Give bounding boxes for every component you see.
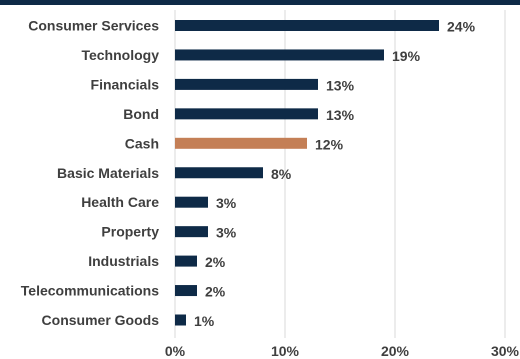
- category-label: Health Care: [81, 194, 159, 210]
- category-label: Financials: [91, 76, 160, 92]
- data-label: 13%: [326, 77, 355, 93]
- data-label: 2%: [205, 284, 226, 300]
- x-tick-label: 20%: [381, 343, 410, 359]
- data-label: 12%: [315, 136, 344, 152]
- bars: [175, 20, 439, 326]
- data-label: 1%: [194, 313, 215, 329]
- category-label: Bond: [123, 106, 159, 122]
- bar: [175, 285, 197, 297]
- data-label: 8%: [271, 166, 292, 182]
- bar: [175, 255, 197, 267]
- bar: [175, 167, 263, 179]
- bar: [175, 49, 384, 61]
- bar: [175, 78, 318, 90]
- data-label: 13%: [326, 107, 355, 123]
- data-label: 24%: [447, 19, 476, 35]
- bar: [175, 108, 318, 120]
- x-tick-label: 30%: [491, 343, 520, 359]
- category-label: Property: [101, 224, 159, 240]
- bar: [175, 20, 439, 31]
- x-axis-ticks: 0% 10% 20% 30%: [165, 343, 520, 359]
- data-label: 3%: [216, 195, 237, 211]
- category-label: Cash: [125, 135, 159, 151]
- top-border: [0, 0, 520, 5]
- category-labels: Consumer Services Technology Financials Bon…: [21, 18, 159, 329]
- data-label: 3%: [216, 225, 237, 241]
- data-label: 2%: [205, 254, 226, 270]
- category-label: Telecommunications: [21, 283, 159, 299]
- category-label: Consumer Goods: [42, 312, 160, 328]
- data-labels: 24% 19% 13% 13% 12% 8% 3% 3% 2% 2% 1%: [194, 19, 476, 330]
- x-tick-label: 10%: [271, 343, 300, 359]
- x-tick-label: 0%: [165, 343, 186, 359]
- category-label: Consumer Services: [28, 18, 159, 34]
- bar: [175, 314, 186, 326]
- category-label: Basic Materials: [57, 165, 159, 181]
- data-label: 19%: [392, 48, 421, 64]
- bar: [175, 226, 208, 238]
- category-label: Technology: [81, 47, 159, 63]
- bar: [175, 137, 307, 149]
- category-label: Industrials: [88, 253, 159, 269]
- bar: [175, 196, 208, 208]
